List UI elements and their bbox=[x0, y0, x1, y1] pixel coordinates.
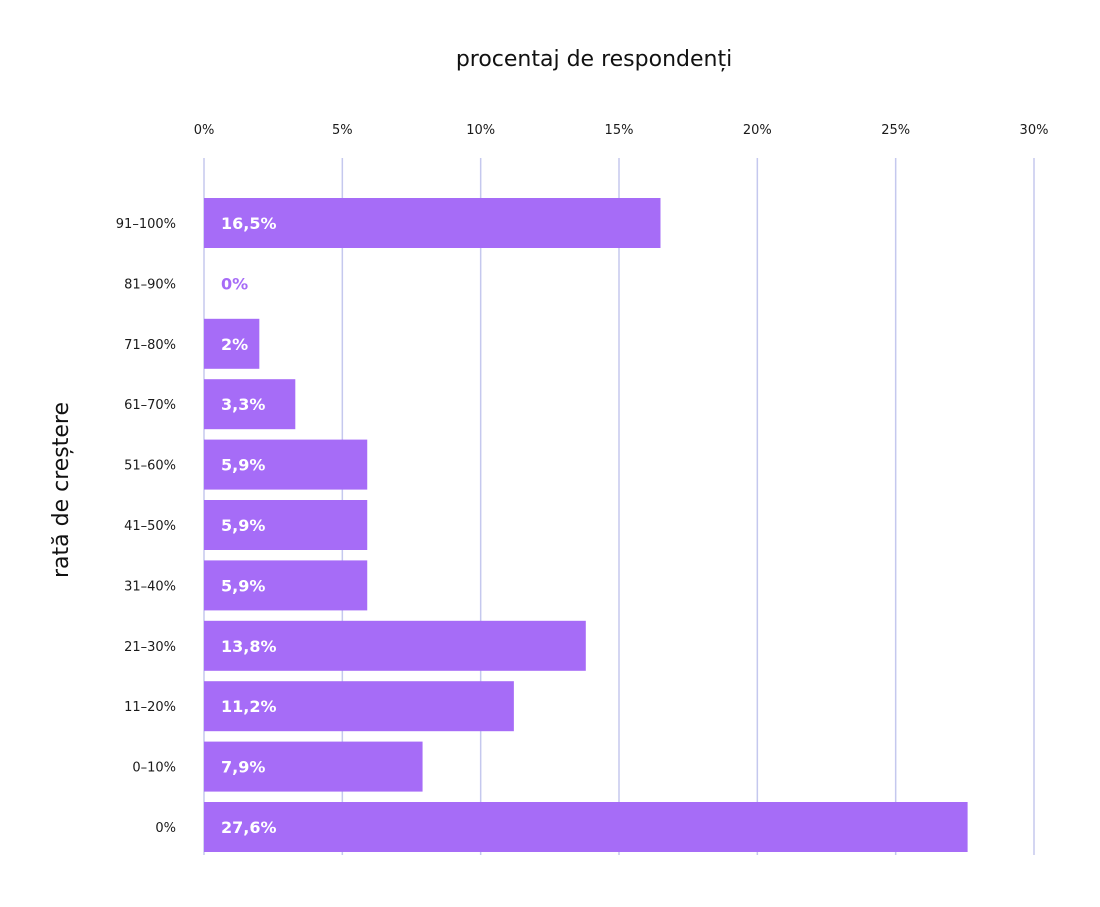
x-tick-label: 0% bbox=[194, 123, 215, 138]
bar bbox=[204, 741, 423, 792]
x-tick-label: 10% bbox=[466, 123, 495, 138]
bar bbox=[204, 500, 368, 550]
bar bbox=[204, 560, 368, 611]
category-label: 71–80% bbox=[124, 338, 176, 353]
category-label: 31–40% bbox=[124, 579, 176, 594]
category-label: 21–30% bbox=[124, 640, 176, 655]
bars bbox=[204, 198, 968, 852]
category-label: 51–60% bbox=[124, 459, 176, 474]
data-label: 27,6% bbox=[221, 818, 277, 837]
category-label: 61–70% bbox=[124, 398, 176, 413]
x-tick-label: 25% bbox=[881, 123, 910, 138]
data-label: 0% bbox=[221, 274, 248, 293]
data-labels: 16,5% 0% 2% 3,3% 5,9% 5,9% 5,9% 13,8% 11,2% 7,9% 2… bbox=[221, 214, 277, 837]
x-axis-title: procentaj de respondenți bbox=[456, 47, 732, 72]
x-tick-label: 20% bbox=[743, 123, 772, 138]
data-label: 13,8% bbox=[221, 637, 277, 656]
x-tick-label: 15% bbox=[605, 123, 634, 138]
x-tick-label: 30% bbox=[1020, 123, 1049, 138]
data-label: 5,9% bbox=[221, 576, 265, 595]
data-label: 2% bbox=[221, 335, 248, 354]
x-axis-ticks: 0% 5% 10% 15% 20% 25% 30% bbox=[194, 123, 1049, 138]
bar bbox=[204, 198, 661, 248]
data-label: 16,5% bbox=[221, 214, 277, 233]
data-label: 5,9% bbox=[221, 516, 265, 535]
bar bbox=[204, 379, 296, 430]
category-label: 11–20% bbox=[124, 700, 176, 715]
data-label: 3,3% bbox=[221, 395, 265, 414]
category-label: 41–50% bbox=[124, 519, 176, 534]
data-label: 11,2% bbox=[221, 697, 277, 716]
bar bbox=[204, 681, 514, 732]
category-label: 0–10% bbox=[132, 761, 176, 776]
data-label: 5,9% bbox=[221, 456, 265, 475]
category-label: 91–100% bbox=[116, 217, 176, 232]
x-tick-label: 5% bbox=[332, 123, 353, 138]
bar bbox=[204, 620, 586, 671]
bar bbox=[204, 318, 260, 369]
y-axis-title: rată de creștere bbox=[49, 402, 74, 578]
category-label: 0% bbox=[155, 821, 176, 836]
category-label: 81–90% bbox=[124, 277, 176, 292]
data-label: 7,9% bbox=[221, 758, 265, 777]
bar bbox=[204, 802, 968, 852]
category-labels: 91–100% 81–90% 71–80% 61–70% 51–60% 41–50% 31–… bbox=[116, 217, 176, 836]
gridlines bbox=[203, 158, 1035, 855]
bar bbox=[204, 439, 368, 490]
